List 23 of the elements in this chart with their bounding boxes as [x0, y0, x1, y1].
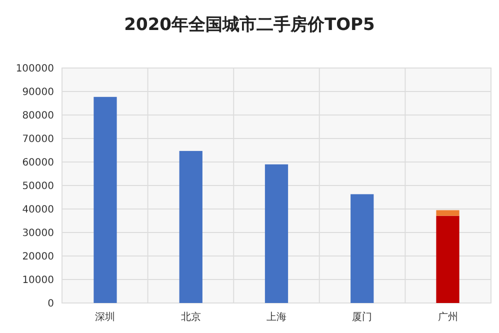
bar — [350, 194, 374, 303]
bar — [94, 96, 117, 303]
y-tick-label: 40000 — [22, 204, 54, 216]
bar — [264, 164, 288, 303]
y-tick-label: 20000 — [22, 252, 54, 262]
y-tick-label: 10000 — [22, 275, 54, 286]
y-tick-label: 80000 — [22, 110, 54, 122]
bar — [436, 210, 460, 216]
x-tick-label: 深圳 — [95, 311, 116, 323]
y-tick-label: 30000 — [22, 228, 54, 239]
y-tick-label: 70000 — [22, 134, 54, 145]
y-tick-label: 0 — [48, 298, 54, 310]
x-tick-label: 北京 — [180, 311, 201, 323]
x-tick-label: 厦门 — [352, 311, 372, 323]
y-tick-label: 60000 — [22, 158, 54, 168]
y-tick-label: 100000 — [16, 64, 54, 74]
y-tick-label: 50000 — [22, 181, 54, 192]
x-tick-label: 上海 — [266, 311, 286, 323]
bar — [179, 150, 202, 303]
bar — [436, 216, 460, 303]
chart-title: 2020年全国城市二手房价TOP5 — [124, 15, 375, 35]
x-tick-label: 广州 — [438, 311, 458, 323]
y-tick-label: 90000 — [22, 87, 54, 98]
